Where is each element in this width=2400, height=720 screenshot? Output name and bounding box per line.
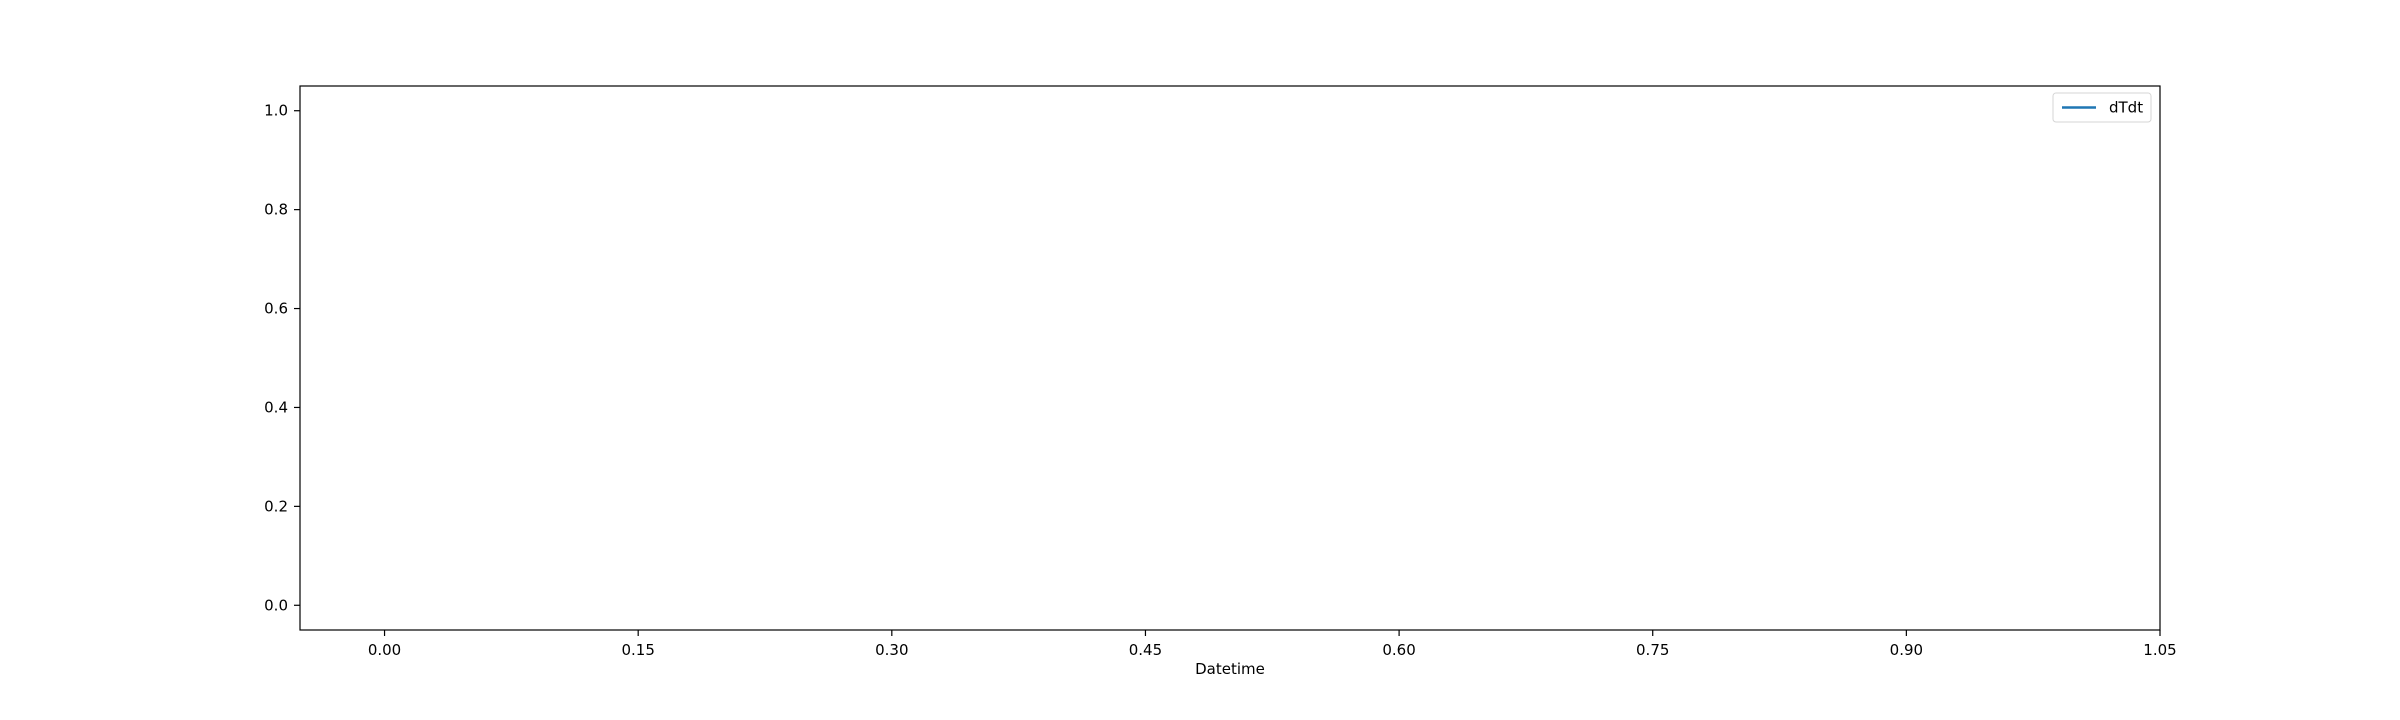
- x-tick-label: 1.05: [2143, 641, 2176, 659]
- x-tick-label: 0.75: [1636, 641, 1669, 659]
- x-tick-label: 0.15: [621, 641, 654, 659]
- x-tick-label: 0.90: [1890, 641, 1923, 659]
- x-tick-label: 0.30: [875, 641, 908, 659]
- y-axis: 0.0 0.2 0.4 0.6 0.8 1.0: [264, 102, 300, 614]
- y-tick-label: 0.6: [264, 300, 288, 318]
- y-tick-label: 0.0: [264, 596, 288, 614]
- y-tick-label: 1.0: [264, 102, 288, 120]
- y-tick-label: 0.4: [264, 398, 288, 416]
- legend-label-dtdt: dTdt: [2109, 99, 2143, 117]
- x-tick-label: 0.45: [1129, 641, 1162, 659]
- x-tick-label: 0.00: [368, 641, 401, 659]
- y-tick-label: 0.2: [264, 497, 288, 515]
- legend-box: [2052, 92, 2152, 123]
- plot-area: [299, 85, 2161, 631]
- x-axis: 0.00 0.15 0.30 0.45 0.60 0.75 0.90 1.05: [368, 630, 2177, 659]
- x-tick-label: 0.60: [1382, 641, 1415, 659]
- x-axis-label: Datetime: [1195, 660, 1265, 678]
- legend: dTdt: [2052, 92, 2152, 123]
- y-tick-label: 0.8: [264, 201, 288, 219]
